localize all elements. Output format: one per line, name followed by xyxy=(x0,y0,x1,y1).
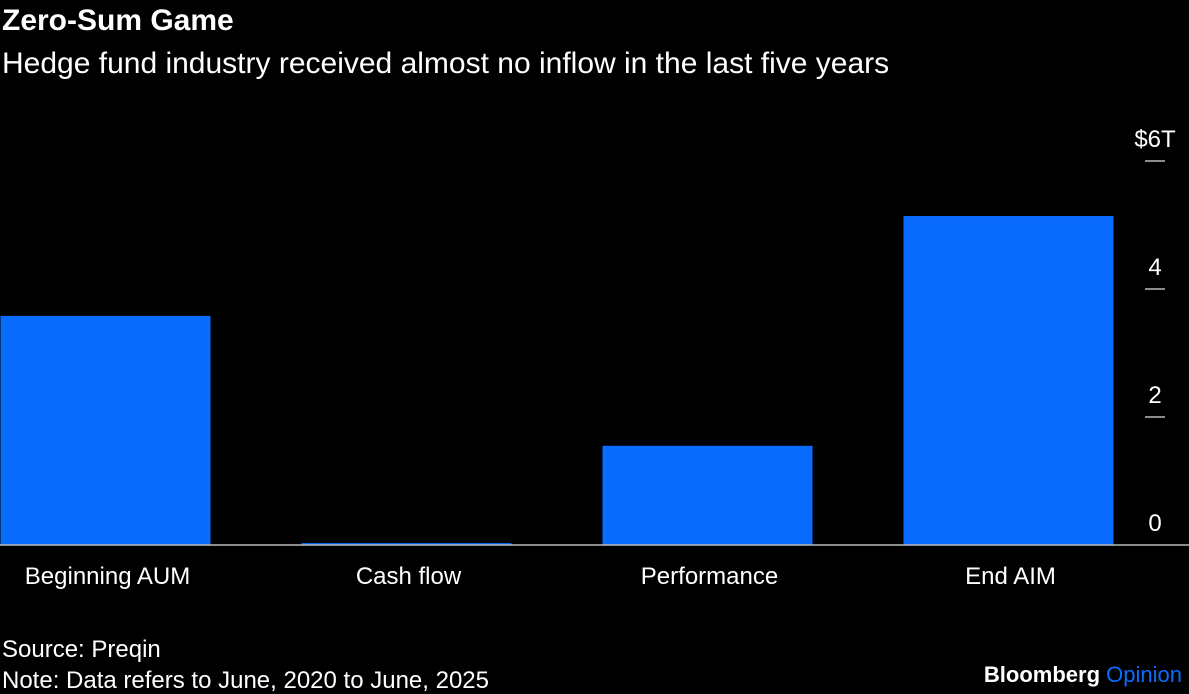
source: Source: Preqin xyxy=(2,636,161,663)
chart-subtitle: Hedge fund industry received almost no i… xyxy=(2,47,889,80)
bar xyxy=(0,315,211,545)
x-tick-label: Cash flow xyxy=(356,563,462,590)
x-tick-label: Beginning AUM xyxy=(25,563,190,590)
y-tick-label: 4 xyxy=(1148,254,1161,281)
brand: Bloomberg Opinion xyxy=(984,662,1182,687)
bar xyxy=(301,543,512,545)
y-tick-label: 2 xyxy=(1148,382,1161,409)
bar xyxy=(903,216,1114,546)
bar xyxy=(602,445,813,545)
y-tick-label: $6T xyxy=(1134,126,1176,153)
x-tick-label: End AIM xyxy=(965,563,1056,590)
y-tick-label: 0 xyxy=(1148,510,1161,537)
brand-name: Bloomberg xyxy=(984,662,1100,687)
chart-title: Zero-Sum Game xyxy=(2,4,234,37)
note: Note: Data refers to June, 2020 to June,… xyxy=(2,667,489,694)
brand-suffix: Opinion xyxy=(1106,662,1182,687)
x-tick-label: Performance xyxy=(641,563,778,590)
